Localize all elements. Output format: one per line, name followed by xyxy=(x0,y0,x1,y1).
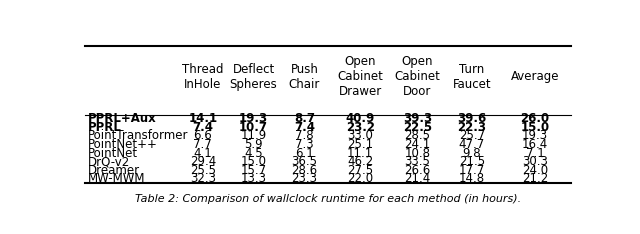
Text: 33.0: 33.0 xyxy=(348,129,373,143)
Text: 46.2: 46.2 xyxy=(347,155,373,168)
Text: 28.5: 28.5 xyxy=(404,129,430,143)
Text: DrQ-v2: DrQ-v2 xyxy=(88,155,130,168)
Text: Turn
Faucet: Turn Faucet xyxy=(452,63,491,91)
Text: 33.5: 33.5 xyxy=(404,155,430,168)
Text: 10.8: 10.8 xyxy=(404,146,430,160)
Text: PointNet: PointNet xyxy=(88,146,138,160)
Text: 25.1: 25.1 xyxy=(347,138,373,151)
Text: 8.7: 8.7 xyxy=(294,112,315,125)
Text: 25.7: 25.7 xyxy=(459,129,485,143)
Text: 15.0: 15.0 xyxy=(241,155,267,168)
Text: 14.8: 14.8 xyxy=(459,172,485,185)
Text: 7.8: 7.8 xyxy=(295,129,314,143)
Text: 21.2: 21.2 xyxy=(522,172,548,185)
Text: 25.5: 25.5 xyxy=(189,164,216,177)
Text: 21.4: 21.4 xyxy=(404,172,431,185)
Text: 7.4: 7.4 xyxy=(294,121,315,134)
Text: 32.3: 32.3 xyxy=(189,172,216,185)
Text: 19.3: 19.3 xyxy=(522,129,548,143)
Text: 26.0: 26.0 xyxy=(520,112,550,125)
Text: Open
Cabinet
Door: Open Cabinet Door xyxy=(394,55,440,98)
Text: 40.9: 40.9 xyxy=(346,112,375,125)
Text: 11.9: 11.9 xyxy=(241,129,267,143)
Text: 29.4: 29.4 xyxy=(189,155,216,168)
Text: 22.0: 22.0 xyxy=(347,172,373,185)
Text: PPRL: PPRL xyxy=(88,121,122,134)
Text: 7.1: 7.1 xyxy=(525,146,545,160)
Text: 36.5: 36.5 xyxy=(291,155,317,168)
Text: 39.6: 39.6 xyxy=(457,112,486,125)
Text: 13.3: 13.3 xyxy=(241,172,267,185)
Text: Dreamer: Dreamer xyxy=(88,164,140,177)
Text: Push
Chair: Push Chair xyxy=(289,63,320,91)
Text: 10.7: 10.7 xyxy=(239,121,268,134)
Text: 17.7: 17.7 xyxy=(459,164,485,177)
Text: 16.4: 16.4 xyxy=(522,138,548,151)
Text: Thread
InHole: Thread InHole xyxy=(182,63,223,91)
Text: 11.1: 11.1 xyxy=(347,146,373,160)
Text: 7.4: 7.4 xyxy=(192,121,213,134)
Text: Open
Cabinet
Drawer: Open Cabinet Drawer xyxy=(337,55,383,98)
Text: PointTransformer: PointTransformer xyxy=(88,129,188,143)
Text: 27.5: 27.5 xyxy=(347,164,373,177)
Text: 21.5: 21.5 xyxy=(459,155,485,168)
Text: 47.7: 47.7 xyxy=(459,138,485,151)
Text: 4.5: 4.5 xyxy=(244,146,263,160)
Text: 22.3: 22.3 xyxy=(458,121,486,134)
Text: 28.6: 28.6 xyxy=(291,164,317,177)
Text: 24.0: 24.0 xyxy=(522,164,548,177)
Text: 6.6: 6.6 xyxy=(193,129,212,143)
Text: 15.7: 15.7 xyxy=(241,164,267,177)
Text: 5.9: 5.9 xyxy=(244,138,263,151)
Text: Deflect
Spheres: Deflect Spheres xyxy=(230,63,278,91)
Text: PointNet++: PointNet++ xyxy=(88,138,157,151)
Text: 15.0: 15.0 xyxy=(520,121,550,134)
Text: MW-MWM: MW-MWM xyxy=(88,172,145,185)
Text: 19.3: 19.3 xyxy=(239,112,268,125)
Text: 30.3: 30.3 xyxy=(522,155,548,168)
Text: 7.7: 7.7 xyxy=(193,138,212,151)
Text: 23.2: 23.2 xyxy=(346,121,375,134)
Text: 24.1: 24.1 xyxy=(404,138,431,151)
Text: 14.1: 14.1 xyxy=(188,112,218,125)
Text: 23.3: 23.3 xyxy=(291,172,317,185)
Text: 7.3: 7.3 xyxy=(295,138,314,151)
Text: 9.8: 9.8 xyxy=(463,146,481,160)
Text: 6.1: 6.1 xyxy=(295,146,314,160)
Text: 26.6: 26.6 xyxy=(404,164,431,177)
Text: 39.3: 39.3 xyxy=(403,112,432,125)
Text: Table 2: Comparison of wallclock runtime for each method (in hours).: Table 2: Comparison of wallclock runtime… xyxy=(135,194,521,204)
Text: Average: Average xyxy=(511,70,559,83)
Text: 22.5: 22.5 xyxy=(403,121,432,134)
Text: 4.1: 4.1 xyxy=(193,146,212,160)
Text: PPRL+Aux: PPRL+Aux xyxy=(88,112,156,125)
